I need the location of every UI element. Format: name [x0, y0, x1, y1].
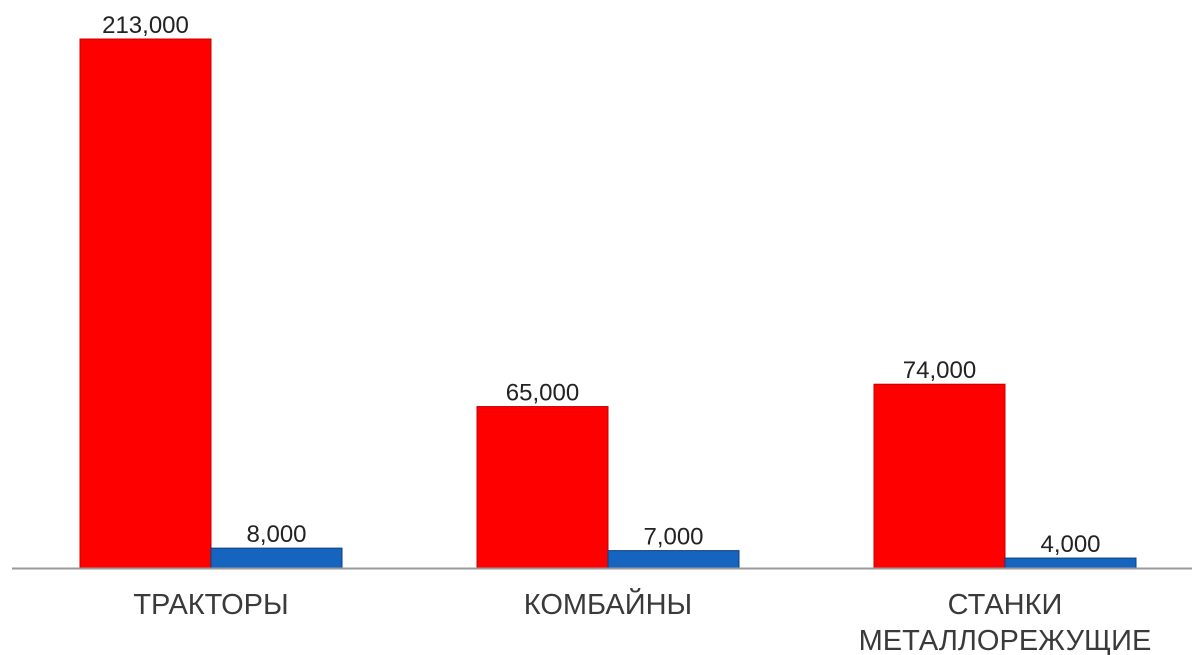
- value-label-series2-cat3: 4,000: [1040, 531, 1100, 558]
- category-label-1: ТРАКТОРЫ: [133, 589, 288, 621]
- category-label-2: КОМБАЙНЫ: [524, 587, 692, 621]
- value-labels-group: 213,000 8,000 65,000 7,000 74,000 4,000: [102, 12, 1100, 558]
- value-label-series2-cat2: 7,000: [643, 524, 703, 551]
- bar-series2-cat1: [210, 547, 343, 569]
- value-label-series1-cat3: 74,000: [903, 357, 976, 384]
- category-label-3-line2: МЕТАЛЛОРЕЖУЩИЕ: [859, 625, 1152, 655]
- category-labels-group: ТРАКТОРЫ КОМБАЙНЫ СТАНКИ МЕТАЛЛОРЕЖУЩИЕ: [133, 587, 1151, 655]
- value-label-series1-cat2: 65,000: [506, 380, 579, 407]
- bar-series1-cat2: [476, 406, 609, 569]
- value-label-series1-cat1: 213,000: [102, 12, 189, 39]
- bars-group: [79, 38, 1137, 569]
- bar-series1-cat1: [79, 38, 212, 569]
- bar-series2-cat2: [607, 550, 740, 569]
- bar-series1-cat3: [873, 383, 1006, 569]
- bar-series2-cat3: [1004, 557, 1137, 569]
- value-label-series2-cat1: 8,000: [246, 521, 306, 548]
- category-label-3-line1: СТАНКИ: [948, 589, 1063, 621]
